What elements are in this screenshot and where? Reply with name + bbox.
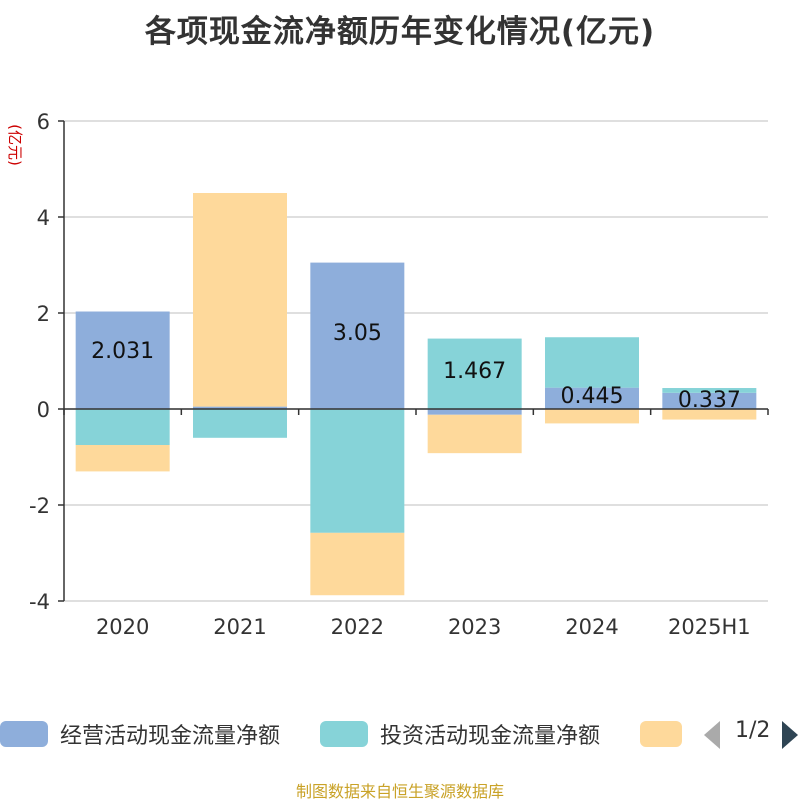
bar-operating	[310, 262, 405, 409]
y-axis-label: (亿元)	[6, 124, 24, 166]
source-note: 制图数据来自恒生聚源数据库	[295, 782, 504, 801]
y-tick-label: 2	[37, 302, 50, 326]
bar-operating	[662, 392, 757, 409]
legend-swatch	[640, 721, 682, 747]
bar-financing	[545, 409, 639, 424]
legend-label: 经营活动现金流量净额	[60, 724, 281, 749]
bar-financing	[75, 445, 170, 472]
bar-operating	[545, 387, 639, 409]
bar-investing	[545, 337, 639, 388]
data-label: 0.445	[561, 384, 624, 409]
y-tick-label: 0	[37, 398, 50, 422]
data-label: 3.05	[333, 321, 382, 346]
legend-next-icon[interactable]	[780, 721, 800, 749]
bars	[75, 193, 757, 596]
bar-investing	[427, 338, 522, 409]
bar-investing	[310, 409, 405, 533]
legend-label: 投资活动现金流量净额	[380, 724, 601, 749]
legend-swatch	[320, 721, 368, 747]
y-tick-label: 4	[37, 206, 50, 230]
bar-financing	[662, 409, 757, 420]
bar-investing	[193, 409, 287, 438]
legend-swatch	[0, 721, 48, 747]
x-tick-label: 2020	[96, 615, 149, 639]
data-label: 1.467	[443, 359, 506, 384]
bar-operating	[75, 311, 170, 409]
y-tick-label: 6	[37, 110, 50, 134]
bar-operating	[193, 406, 287, 409]
data-label: 2.031	[91, 339, 154, 364]
bar-investing	[662, 388, 757, 393]
bar-financing	[310, 532, 405, 596]
bar-operating	[427, 409, 522, 415]
data-labels: 2.031 3.05 1.467 0.445 0.337	[91, 321, 741, 413]
bar-financing	[427, 414, 522, 454]
legend-page-indicator: 1/2	[735, 718, 771, 743]
data-label: 0.337	[678, 388, 741, 413]
legend-prev-icon[interactable]	[702, 721, 722, 749]
x-tick-label: 2025H1	[668, 615, 751, 639]
y-tick-label: -2	[29, 494, 50, 518]
chart-title: 各项现金流净额历年变化情况(亿元)	[144, 14, 656, 50]
axes: -4 -2 0 2 4 6 (亿元) 2020 2021 2022 2023 2024 2025H1	[6, 110, 769, 639]
y-tick-label: -4	[29, 590, 50, 614]
x-tick-label: 2022	[331, 615, 384, 639]
x-tick-label: 2023	[448, 615, 501, 639]
legend: 经营活动现金流量净额 投资活动现金流量净额 1/2	[0, 716, 800, 752]
x-tick-label: 2024	[565, 615, 618, 639]
bar-financing	[193, 193, 287, 407]
x-tick-label: 2021	[213, 615, 266, 639]
bar-investing	[75, 409, 170, 445]
